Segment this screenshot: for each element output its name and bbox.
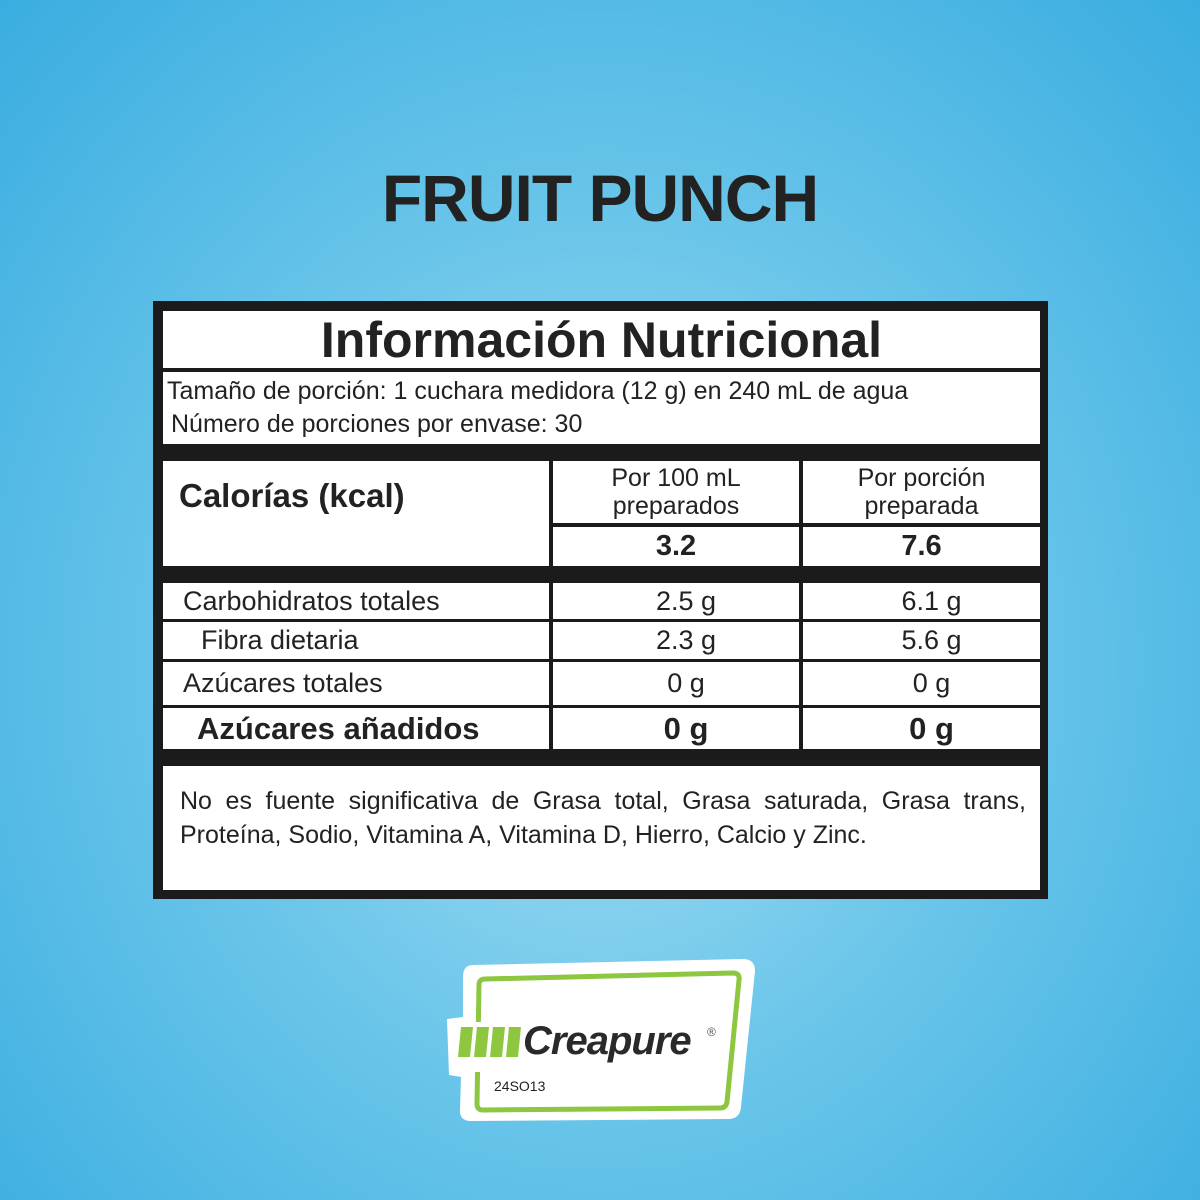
brand-name: Creapure <box>523 1019 692 1063</box>
column-header-per-serving: Por porción preparada <box>803 461 1040 523</box>
calories-label: Calorías (kcal) <box>163 461 549 566</box>
row-per-serving: 5.6 g <box>803 622 1040 659</box>
serving-size: Tamaño de porción: 1 cuchara medidora (1… <box>167 377 909 405</box>
row-label: Azúcares añadidos <box>163 708 549 749</box>
nutrition-facts-table: Información Nutricional Tamaño de porció… <box>153 301 1048 899</box>
table-heading: Información Nutricional <box>163 311 1040 368</box>
row-per-100ml: 0 g <box>553 708 799 749</box>
certificate-code: 24SO13 <box>494 1078 546 1094</box>
servings-per-container: Número de porciones por envase: 30 <box>171 410 583 438</box>
creapure-logo-icon <box>447 959 755 1121</box>
footnote: No es fuente significativa de Grasa tota… <box>163 766 1040 890</box>
serving-info: Tamaño de porción: 1 cuchara medidora (1… <box>163 372 1040 444</box>
row-per-serving: 0 g <box>803 708 1040 749</box>
registered-mark: ® <box>707 1025 716 1039</box>
calories-per-serving: 7.6 <box>803 527 1040 566</box>
row-per-100ml: 2.3 g <box>553 622 799 659</box>
row-per-serving: 6.1 g <box>803 583 1040 619</box>
creapure-badge: Creapure ® 24SO13 <box>443 957 757 1122</box>
row-label: Fibra dietaria <box>163 622 549 659</box>
column-header-per-100ml: Por 100 mL preparados <box>553 461 799 523</box>
row-per-100ml: 2.5 g <box>553 583 799 619</box>
row-label: Carbohidratos totales <box>163 583 549 619</box>
product-title: FRUIT PUNCH <box>381 161 819 235</box>
row-per-serving: 0 g <box>803 662 1040 705</box>
row-label: Azúcares totales <box>163 662 549 705</box>
calories-per-100ml: 3.2 <box>553 527 799 566</box>
row-per-100ml: 0 g <box>553 662 799 705</box>
